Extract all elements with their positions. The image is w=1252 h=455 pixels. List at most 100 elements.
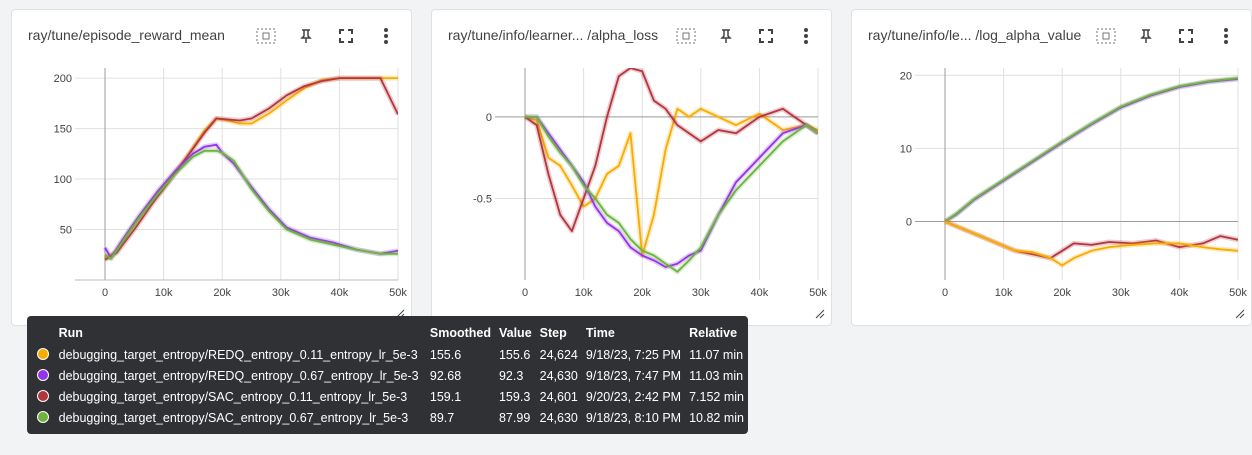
chart-episode-reward[interactable]: 50 100 150 200 0 10k 20k 30k 40k 50k [12, 58, 413, 320]
card-title: ray/tune/info/le... /log_alpha_value [868, 27, 1082, 43]
run-color-swatch [33, 407, 55, 428]
fullscreen-icon[interactable] [333, 24, 359, 48]
y-tick-label: 10 [900, 143, 912, 155]
cell-run: debugging_target_entropy/REDQ_entropy_0.… [58, 347, 418, 362]
fit-domain-icon[interactable] [673, 24, 699, 48]
x-tick-label: 20k [633, 287, 651, 299]
x-tick-label: 40k [331, 287, 349, 299]
chart-card-log-alpha: ray/tune/info/le... /log_alpha_value 0 10… [851, 9, 1252, 326]
card-toolbar [1093, 24, 1239, 48]
fullscreen-icon[interactable] [753, 24, 779, 48]
series-group [102, 75, 398, 262]
x-tick-label: 50k [389, 287, 407, 299]
pin-icon[interactable] [713, 24, 739, 48]
card-title: ray/tune/episode_reward_mean [28, 27, 225, 43]
y-tick-label: 100 [54, 174, 72, 186]
cell-run: debugging_target_entropy/SAC_entropy_0.1… [58, 389, 408, 404]
series-raw-SAC_0.67 [943, 75, 1238, 224]
header-run: Run [58, 326, 83, 340]
cell-smoothed: 155.6 [429, 347, 462, 362]
run-color-swatch [33, 386, 55, 407]
header-step: Step [539, 326, 567, 340]
cell-step: 24,630 [539, 368, 578, 383]
x-tick-label: 40k [751, 287, 769, 299]
more-vert-icon[interactable] [373, 24, 399, 48]
header-value: Value [498, 326, 532, 340]
x-tick-label: 10k [575, 287, 593, 299]
series-line-REDQ_0.11 [944, 220, 1238, 267]
series-line-REDQ_0.67 [525, 116, 818, 268]
tooltip-row: debugging_target_entropy/REDQ_entropy_0.… [33, 344, 748, 365]
resize-handle-icon[interactable] [815, 309, 825, 319]
header-smoothed: Smoothed [429, 326, 491, 340]
chart-card-alpha-loss: ray/tune/info/learner... /alpha_loss -0.… [431, 9, 832, 326]
card-title: ray/tune/info/learner... /alpha_loss [448, 27, 659, 43]
color-dot [37, 368, 49, 381]
chart-log-alpha[interactable]: 0 10 20 0 10k 20k 30k 40k 50k [852, 58, 1252, 320]
run-color-swatch [33, 365, 55, 386]
x-tick-label: 10k [995, 287, 1013, 299]
cell-smoothed: 89.7 [429, 410, 455, 425]
series-group [943, 75, 1238, 268]
cell-relative: 11.07 min [689, 347, 744, 362]
more-vert-icon[interactable] [1213, 24, 1239, 48]
series-raw-REDQ_0.67 [943, 76, 1238, 224]
y-tick-label: 50 [60, 225, 72, 237]
y-tick-label: 0 [906, 217, 912, 229]
more-vert-icon[interactable] [793, 24, 819, 48]
cell-time: 9/18/23, 7:25 PM [585, 347, 682, 362]
series-raw-REDQ_0.67 [102, 142, 398, 261]
color-dot [37, 389, 49, 402]
chart-alpha-loss[interactable]: -0.5 0 0 10k 20k 30k 40k 50k [432, 58, 833, 320]
x-tick-label: 50k [1229, 287, 1247, 299]
y-tick-label: 200 [54, 73, 72, 85]
cell-step: 24,601 [539, 389, 578, 404]
cell-step: 24,630 [539, 410, 578, 425]
header-time: Time [585, 326, 615, 340]
cell-value: 155.6 [498, 347, 531, 362]
series-raw-REDQ_0.67 [525, 114, 818, 270]
series-raw-REDQ_0.11 [103, 75, 398, 261]
x-tick-label: 40k [1171, 287, 1189, 299]
series-line-SAC_0.67 [525, 116, 818, 273]
y-tick-label: 150 [54, 124, 72, 136]
series-line-REDQ_0.11 [524, 107, 818, 257]
x-tick-label: 30k [1112, 287, 1130, 299]
cell-time: 9/20/23, 2:42 PM [585, 389, 682, 404]
tooltip-table: Run Smoothed Value Step Time Relative de… [33, 322, 748, 428]
series-line-SAC_0.11 [524, 68, 818, 233]
fit-domain-icon[interactable] [253, 24, 279, 48]
y-tick-label: 0 [486, 112, 492, 124]
cell-smoothed: 92.68 [429, 368, 462, 383]
cell-step: 24,624 [539, 347, 578, 362]
pin-icon[interactable] [1133, 24, 1159, 48]
color-dot [37, 410, 49, 423]
tooltip-header-row: Run Smoothed Value Step Time Relative [33, 322, 748, 344]
cell-relative: 10.82 min [689, 410, 744, 425]
chart-card-episode-reward: ray/tune/episode_reward_mean 50 100 150 200… [11, 9, 412, 326]
hover-tooltip: Run Smoothed Value Step Time Relative de… [27, 316, 748, 434]
cell-value: 159.3 [498, 389, 531, 404]
x-tick-label: 0 [102, 287, 108, 299]
cell-time: 9/18/23, 8:10 PM [585, 410, 682, 425]
color-col [33, 322, 55, 344]
resize-handle-icon[interactable] [1235, 309, 1245, 319]
pin-icon[interactable] [293, 24, 319, 48]
series-line-REDQ_0.67 [944, 78, 1238, 223]
tooltip-row: debugging_target_entropy/REDQ_entropy_0.… [33, 365, 748, 386]
series-raw-SAC_0.11 [103, 75, 398, 262]
series-line-SAC_0.67 [104, 149, 398, 260]
series-line-SAC_0.67 [944, 77, 1238, 223]
cell-value: 87.99 [498, 410, 531, 425]
tooltip-row: debugging_target_entropy/SAC_entropy_0.1… [33, 386, 748, 407]
x-tick-label: 50k [809, 287, 827, 299]
fullscreen-icon[interactable] [1173, 24, 1199, 48]
y-tick-label: 20 [900, 70, 912, 82]
cell-relative: 7.152 min [689, 389, 744, 404]
cell-smoothed: 159.1 [429, 389, 462, 404]
cell-value: 92.3 [498, 368, 524, 383]
x-tick-label: 10k [155, 287, 173, 299]
fit-domain-icon[interactable] [1093, 24, 1119, 48]
y-tick-label: -0.5 [473, 193, 492, 205]
tooltip-row: debugging_target_entropy/SAC_entropy_0.6… [33, 407, 748, 428]
